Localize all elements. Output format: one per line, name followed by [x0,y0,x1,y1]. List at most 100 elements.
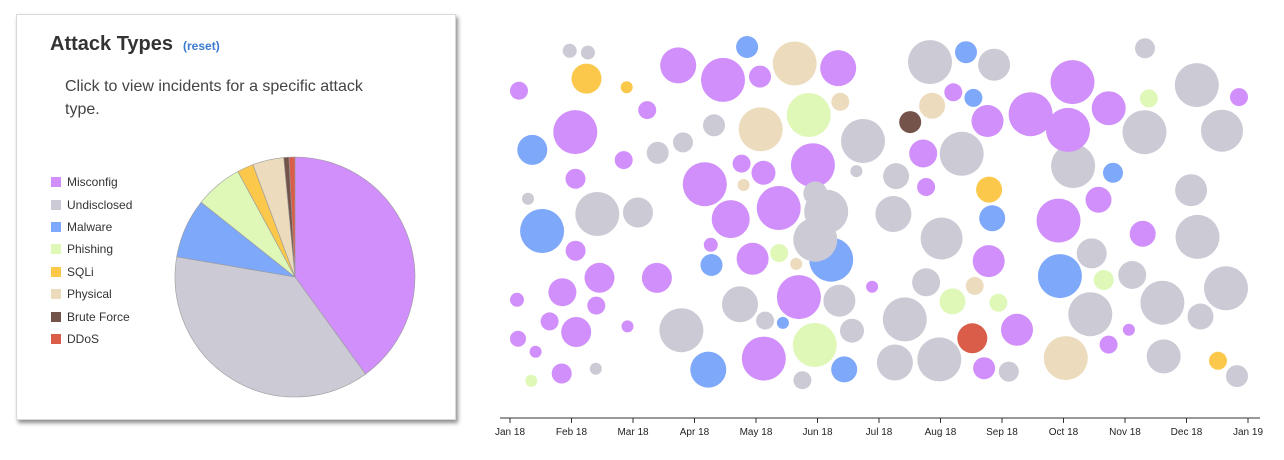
incident-bubble-misconfig[interactable] [701,57,745,102]
incident-bubble-physical[interactable] [1043,336,1088,381]
incident-bubble-undisclosed[interactable] [823,284,856,317]
incident-bubble-undisclosed[interactable] [722,286,758,323]
incident-bubble-undisclosed[interactable] [1118,261,1147,289]
incident-bubble-undisclosed[interactable] [673,132,693,153]
incident-bubble-malware[interactable] [520,209,565,253]
legend-item-sqli[interactable]: SQLi [51,261,132,283]
incident-bubble-undisclosed[interactable] [793,217,838,262]
incident-bubble-undisclosed[interactable] [1068,292,1113,337]
legend-item-misconfig[interactable]: Misconfig [51,171,132,193]
incident-bubble-misconfig[interactable] [641,262,672,293]
incident-bubble-misconfig[interactable] [1036,198,1081,243]
incident-bubble-physical[interactable] [772,41,817,86]
incident-bubble-physical[interactable] [738,107,783,152]
incident-bubble-malware[interactable] [690,351,727,388]
incident-bubble-misconfig[interactable] [1050,60,1095,105]
incident-bubble-sqli[interactable] [976,176,1003,203]
incident-bubble-misconfig[interactable] [660,47,697,84]
incident-bubble-physical[interactable] [965,276,984,295]
incident-bubble-physical[interactable] [737,179,750,191]
incident-bubble-undisclosed[interactable] [522,192,534,205]
incident-bubble-ddos[interactable] [957,323,988,354]
incident-bubble-misconfig[interactable] [944,83,963,102]
incident-bubble-misconfig[interactable] [587,296,606,315]
incident-bubble-misconfig[interactable] [510,330,526,347]
incident-bubble-physical[interactable] [790,257,803,270]
incident-bubble-malware[interactable] [700,254,723,276]
legend-item-phishing[interactable]: Phishing [51,238,132,260]
incident-bubble-undisclosed[interactable] [623,197,653,228]
incident-bubble-undisclosed[interactable] [1201,109,1243,152]
incident-bubble-undisclosed[interactable] [998,361,1019,382]
incident-bubble-misconfig[interactable] [736,242,769,275]
incident-bubble-undisclosed[interactable] [1140,280,1185,325]
incident-bubble-malware[interactable] [831,356,858,383]
pie-slice-undisclosed[interactable] [174,256,366,398]
incident-bubble-phishing[interactable] [792,323,837,367]
incident-bubble-undisclosed[interactable] [876,344,913,381]
incident-bubble-misconfig[interactable] [551,363,572,384]
incident-bubble-undisclosed[interactable] [756,311,775,330]
incident-bubble-misconfig[interactable] [565,168,586,189]
legend-item-brute-force[interactable]: Brute Force [51,305,132,327]
incident-bubble-malware[interactable] [736,36,759,58]
incident-bubble-undisclosed[interactable] [1174,63,1219,108]
incident-bubble-malware[interactable] [964,88,983,107]
incident-bubble-undisclosed[interactable] [793,371,812,390]
incident-bubble-misconfig[interactable] [584,262,615,293]
incident-bubble-misconfig[interactable] [682,162,727,207]
legend-item-undisclosed[interactable]: Undisclosed [51,193,132,215]
incident-bubble-misconfig[interactable] [1085,186,1112,213]
incident-bubble-undisclosed[interactable] [1051,144,1096,189]
incident-bubble-undisclosed[interactable] [840,318,864,343]
incident-bubble-phishing[interactable] [786,93,831,137]
incident-bubble-physical[interactable] [919,92,946,119]
incident-bubble-misconfig[interactable] [1129,220,1156,247]
incident-bubble-phishing[interactable] [525,374,538,387]
incident-bubble-misconfig[interactable] [1230,88,1248,107]
incident-bubble-misconfig[interactable] [638,101,657,120]
incident-bubble-misconfig[interactable] [548,278,577,307]
incident-bubble-malware[interactable] [1037,254,1082,299]
incident-bubble-undisclosed[interactable] [575,192,620,236]
incident-bubble-undisclosed[interactable] [882,297,927,342]
incident-bubble-misconfig[interactable] [1001,313,1033,346]
incident-bubble-undisclosed[interactable] [978,48,1011,81]
incident-bubble-undisclosed[interactable] [1204,266,1248,311]
incident-bubble-undisclosed[interactable] [562,43,577,58]
incident-bubble-misconfig[interactable] [540,312,559,331]
incident-bubble-undisclosed[interactable] [917,337,962,382]
incident-bubble-malware[interactable] [979,205,1006,232]
incident-bubble-phishing[interactable] [939,288,966,315]
incident-bubble-misconfig[interactable] [972,245,1005,278]
incident-bubble-sqli[interactable] [620,81,633,94]
legend-item-malware[interactable]: Malware [51,216,132,238]
incident-bubble-phishing[interactable] [1139,89,1158,108]
incident-bubble-misconfig[interactable] [510,292,524,307]
incident-bubble-undisclosed[interactable] [659,308,704,353]
incident-bubble-misconfig[interactable] [1099,335,1118,354]
incident-bubble-misconfig[interactable] [866,280,879,293]
incident-bubble-misconfig[interactable] [1008,92,1053,137]
incident-bubble-undisclosed[interactable] [875,196,912,232]
incident-bubble-malware[interactable] [1103,162,1123,183]
incident-bubble-misconfig[interactable] [820,50,857,87]
incident-bubble-misconfig[interactable] [741,336,786,381]
incident-bubble-undisclosed[interactable] [1226,365,1248,388]
incident-bubble-misconfig[interactable] [751,160,776,185]
incident-bubble-undisclosed[interactable] [580,45,595,60]
incident-bubble-misconfig[interactable] [790,143,835,188]
incident-bubble-misconfig[interactable] [561,317,592,347]
incident-bubble-malware[interactable] [955,41,977,64]
pie-slice-misconfig[interactable] [294,156,416,375]
incident-bubble-undisclosed[interactable] [1076,238,1107,269]
incident-bubble-misconfig[interactable] [510,81,528,100]
incident-bubble-undisclosed[interactable] [841,119,885,163]
incident-bubble-phishing[interactable] [770,244,789,263]
incident-bubble-malware[interactable] [776,316,789,329]
incident-bubble-misconfig[interactable] [529,345,542,358]
incident-bubble-phishing[interactable] [1093,270,1114,290]
legend-item-physical[interactable]: Physical [51,283,132,305]
incident-bubble-undisclosed[interactable] [1122,110,1167,155]
incident-bubble-undisclosed[interactable] [850,165,863,178]
